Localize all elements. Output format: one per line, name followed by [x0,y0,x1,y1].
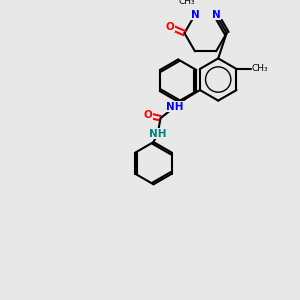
Text: NH: NH [149,129,166,139]
Text: O: O [143,110,152,120]
Text: N: N [190,10,200,20]
Text: N: N [212,10,220,20]
Text: NH: NH [166,102,183,112]
Text: CH₃: CH₃ [179,0,196,6]
Text: CH₃: CH₃ [252,64,268,74]
Text: O: O [166,22,175,32]
